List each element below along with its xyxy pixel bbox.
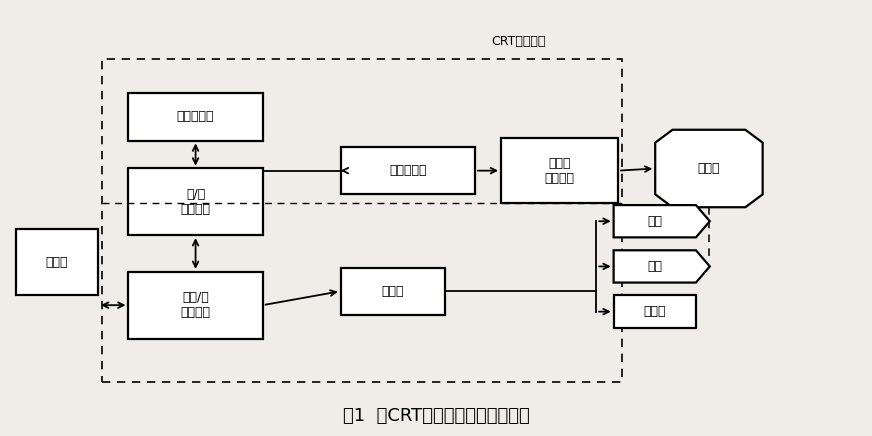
Text: 控制器: 控制器 <box>381 285 404 298</box>
Bar <box>102 59 623 382</box>
Bar <box>128 168 262 235</box>
Polygon shape <box>655 130 763 207</box>
Bar <box>128 272 262 338</box>
Polygon shape <box>614 250 710 283</box>
Text: 显像管: 显像管 <box>698 162 720 175</box>
Bar <box>16 229 98 296</box>
Polygon shape <box>614 205 710 237</box>
Text: 指令译码器: 指令译码器 <box>389 164 426 177</box>
Text: CRT控制部分: CRT控制部分 <box>491 35 546 48</box>
Bar <box>341 268 445 315</box>
Polygon shape <box>614 296 696 328</box>
Text: 输入/出
控制电路: 输入/出 控制电路 <box>181 291 210 319</box>
Bar <box>128 93 262 140</box>
Bar <box>341 147 475 194</box>
Text: 键盘: 键盘 <box>647 260 662 273</box>
Text: 跟踪球: 跟踪球 <box>644 305 666 318</box>
Text: 刷新存贮器: 刷新存贮器 <box>177 110 215 123</box>
Bar <box>501 138 618 203</box>
Text: 光笔: 光笔 <box>647 215 662 228</box>
Text: 计算机: 计算机 <box>45 255 68 269</box>
Text: 读/写
控制电路: 读/写 控制电路 <box>181 188 210 216</box>
Text: 文字图
形发生器: 文字图 形发生器 <box>544 157 575 185</box>
Text: 图1  无CRT控制器的字符显示原理: 图1 无CRT控制器的字符显示原理 <box>343 407 529 425</box>
